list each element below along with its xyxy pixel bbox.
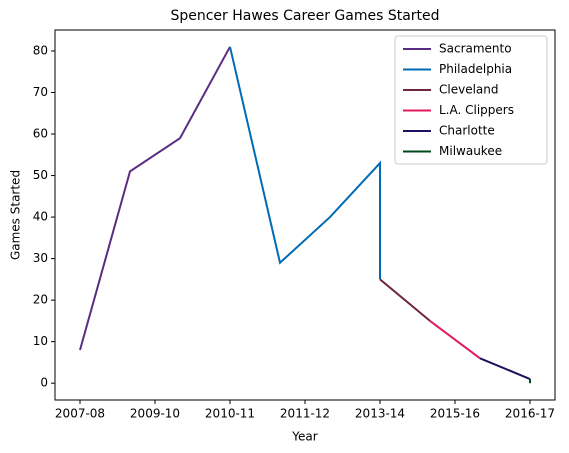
legend-label: Philadelphia xyxy=(439,62,512,76)
legend-label: L.A. Clippers xyxy=(439,103,514,117)
x-tick-label: 2010-11 xyxy=(205,407,255,421)
series-line xyxy=(429,320,481,360)
legend-label: Milwaukee xyxy=(439,144,502,158)
y-tick-label: 70 xyxy=(33,85,48,99)
y-tick-label: 80 xyxy=(33,43,48,57)
legend-box xyxy=(394,35,548,165)
x-tick-label: 2016-17 xyxy=(505,407,555,421)
x-tick-label: 2009-10 xyxy=(130,407,180,421)
chart-title: Spencer Hawes Career Games Started xyxy=(170,8,439,24)
series-line xyxy=(79,46,231,351)
y-tick-label: 10 xyxy=(33,334,48,348)
x-tick-label: 2011-12 xyxy=(280,407,330,421)
x-tick-label: 2007-08 xyxy=(55,407,105,421)
y-tick-label: 0 xyxy=(40,376,48,390)
y-tick-label: 30 xyxy=(33,251,48,265)
legend-label: Cleveland xyxy=(439,83,499,97)
series-line xyxy=(229,46,381,280)
x-tick-label: 2013-14 xyxy=(355,407,405,421)
series-line xyxy=(479,357,531,380)
series-line xyxy=(379,278,431,322)
legend-label: Sacramento xyxy=(439,42,512,56)
x-tick-label: 2015-16 xyxy=(430,407,480,421)
y-tick-label: 50 xyxy=(33,168,48,182)
y-tick-label: 40 xyxy=(33,210,48,224)
axes-frame xyxy=(54,29,556,401)
legend-label: Charlotte xyxy=(439,124,495,138)
x-axis-label: Year xyxy=(291,430,317,444)
y-axis-label: Games Started xyxy=(9,170,23,260)
y-tick-label: 60 xyxy=(33,127,48,141)
y-tick-label: 20 xyxy=(33,293,48,307)
